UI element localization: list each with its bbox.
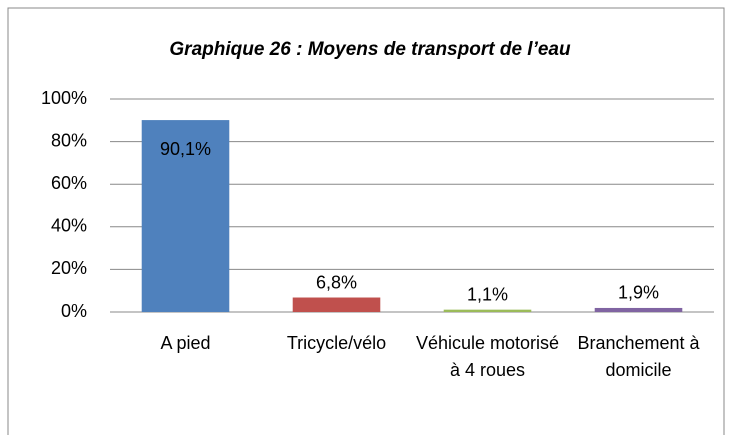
chart-title: Graphique 26 : Moyens de transport de l’… [169,39,571,60]
y-tick-label: 100% [41,88,87,108]
y-tick-label: 80% [51,130,87,150]
bar [443,309,532,312]
y-tick-label: 40% [51,216,87,236]
x-tick-label: Branchement à domicile [577,333,700,380]
y-tick-label: 0% [61,301,87,321]
x-tick-label: Tricycle/vélo [286,333,387,353]
data-label: 1,1% [467,284,508,304]
bar [292,297,381,312]
chart-frame [7,7,725,435]
x-tick-label: A pied [160,333,211,353]
x-tick-label: Véhicule motorisé à 4 roues [415,333,560,380]
data-label: 6,8% [316,272,357,292]
data-label: 1,9% [618,283,659,303]
y-tick-label: 60% [51,173,87,193]
data-label: 90,1% [160,139,211,159]
y-tick-label: 20% [51,258,87,278]
bar [594,307,683,312]
bar [141,120,230,312]
